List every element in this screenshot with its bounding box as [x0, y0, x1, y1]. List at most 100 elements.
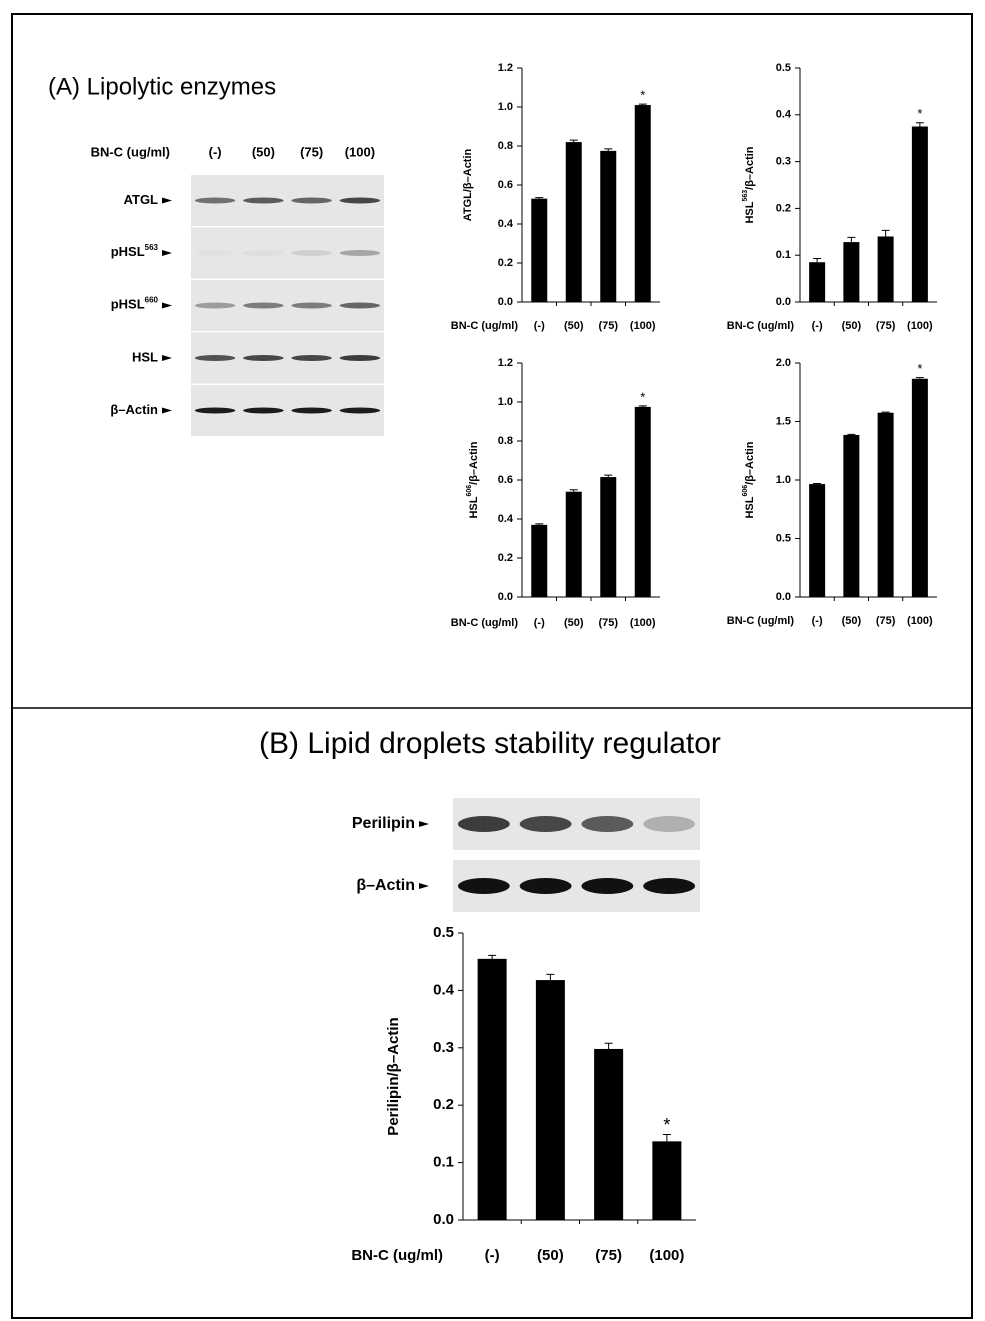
bar — [634, 105, 651, 302]
x-tick-label: (50) — [537, 1247, 564, 1264]
y-tick-label: 0.3 — [433, 1039, 454, 1056]
y-tick-label: 0.2 — [776, 202, 791, 214]
blot-band — [243, 407, 284, 414]
blot-band — [339, 355, 381, 361]
bar — [843, 434, 860, 597]
error-bar — [535, 523, 544, 525]
blot-band — [243, 302, 284, 309]
error-bar — [847, 236, 856, 243]
x-tick-label: (100) — [907, 320, 933, 332]
bar — [843, 242, 860, 302]
y-tick-label: 0.3 — [776, 156, 791, 168]
y-tick-label: 0.4 — [498, 218, 514, 230]
y-axis-label: ATGL/β–Actin — [462, 148, 474, 221]
y-tick-label: 1.5 — [776, 415, 791, 427]
label-sup: 563 — [742, 190, 749, 202]
bar — [911, 378, 928, 597]
blot-band — [339, 250, 381, 256]
label-sup: 606 — [466, 485, 473, 497]
arrow — [162, 250, 172, 256]
x-tick-label: (75) — [598, 617, 618, 629]
label-base: HSL — [744, 201, 756, 223]
bar — [531, 198, 548, 302]
blot-row-label: Perilipin — [352, 815, 415, 832]
x-tick-label: (-) — [812, 320, 823, 332]
y-tick-label: 0.5 — [776, 532, 791, 544]
x-tick-label: (100) — [630, 320, 656, 332]
arrow — [419, 821, 429, 827]
y-tick-label: 1.2 — [498, 62, 513, 74]
bar — [565, 142, 582, 302]
x-tick-label: (-) — [534, 320, 545, 332]
blot-row-label: β–Actin — [110, 402, 158, 417]
y-tick-label: 1.0 — [498, 101, 513, 113]
x-tick-label: (50) — [842, 615, 862, 627]
x-tick-label: (100) — [649, 1247, 684, 1264]
arrow — [162, 355, 172, 361]
lane-label: (-) — [209, 144, 222, 159]
label-base: pHSL — [111, 244, 145, 259]
panel-a-title: (A) Lipolytic enzymes — [48, 73, 276, 100]
error-bar — [535, 197, 544, 199]
blot-band — [519, 878, 572, 894]
y-tick-label: 2.0 — [776, 357, 791, 369]
frame — [11, 13, 973, 1319]
label-base: HSL — [468, 496, 480, 518]
x-axis-label: BN-C (ug/ml) — [451, 320, 519, 332]
y-tick-label: 0.2 — [433, 1096, 454, 1113]
x-axis-label: BN-C (ug/ml) — [727, 615, 795, 627]
blot-band — [339, 407, 381, 414]
bar — [877, 236, 894, 302]
error-bar — [915, 122, 924, 127]
significance-mark: * — [917, 106, 922, 121]
blot-band — [519, 816, 572, 832]
blot-band — [243, 197, 284, 204]
blot-band — [243, 355, 284, 361]
y-axis-label: Perilipin/β–Actin — [385, 1017, 402, 1135]
label-sup: 563 — [145, 243, 159, 252]
label-base: pHSL — [111, 297, 145, 312]
blot-panel — [191, 227, 384, 279]
bar — [911, 126, 928, 302]
blot-band — [457, 816, 510, 832]
y-axis-label: HSL606/β–Actin — [466, 441, 480, 518]
error-bar — [881, 229, 890, 237]
error-bar — [638, 405, 647, 407]
label-sup: 660 — [145, 296, 159, 305]
x-axis-label: BN-C (ug/ml) — [727, 320, 795, 332]
bar — [594, 1048, 624, 1220]
blot-row-label: pHSL563 — [111, 243, 159, 259]
blot-row-label: HSL — [132, 349, 158, 364]
y-tick-label: 0.0 — [498, 296, 513, 308]
x-tick-label: (100) — [630, 617, 656, 629]
blot-band — [643, 816, 696, 832]
bar — [477, 958, 507, 1220]
error-bar — [847, 433, 856, 435]
x-tick-label: (-) — [534, 617, 545, 629]
bar — [877, 412, 894, 597]
lane-label: (50) — [252, 144, 275, 159]
blot-treatment-label: BN-C (ug/ml) — [91, 144, 170, 159]
y-tick-label: 1.0 — [498, 396, 513, 408]
y-tick-label: 0.0 — [433, 1211, 454, 1228]
significance-mark: * — [663, 1115, 670, 1135]
arrow — [162, 407, 172, 414]
y-tick-label: 0.2 — [498, 552, 513, 564]
y-tick-label: 0.6 — [498, 179, 513, 191]
blot-band — [581, 816, 634, 832]
x-tick-label: (50) — [564, 617, 584, 629]
significance-mark: * — [640, 389, 645, 404]
y-tick-label: 0.4 — [498, 513, 514, 525]
error-bar — [604, 1042, 613, 1049]
label-rest: /β–Actin — [744, 146, 756, 190]
x-tick-label: (-) — [812, 615, 823, 627]
blot-band — [643, 878, 696, 894]
error-bar — [488, 954, 497, 959]
x-axis-label: BN-C (ug/ml) — [451, 617, 519, 629]
bar — [600, 477, 617, 597]
blot-band — [291, 197, 332, 204]
x-tick-label: (75) — [595, 1247, 622, 1264]
y-tick-label: 0.6 — [498, 474, 513, 486]
y-tick-label: 1.0 — [776, 474, 791, 486]
blot-band — [194, 407, 236, 414]
